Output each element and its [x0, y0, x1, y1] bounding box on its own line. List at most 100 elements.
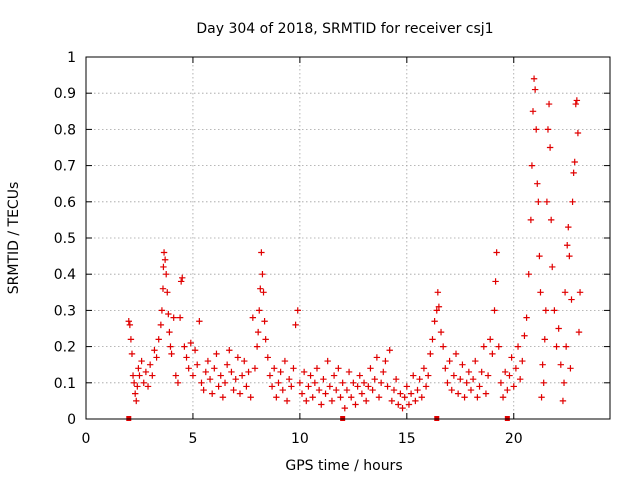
data-point — [367, 365, 374, 372]
data-point — [463, 379, 470, 386]
data-point — [528, 162, 536, 169]
data-point — [191, 347, 199, 354]
data-point — [384, 383, 391, 390]
data-point — [377, 379, 385, 386]
data-point — [352, 401, 359, 408]
y-tick-label: 0.8 — [54, 122, 76, 138]
y-tick-label: 0.1 — [54, 376, 76, 392]
data-point — [499, 394, 507, 401]
data-point — [208, 390, 216, 397]
data-point — [571, 158, 578, 166]
data-point — [566, 252, 573, 260]
data-point — [564, 242, 571, 249]
data-point — [309, 394, 316, 401]
x-tick-label: 15 — [398, 431, 416, 447]
data-point — [539, 361, 546, 368]
data-point — [491, 307, 498, 314]
y-axis-label: SRMTID / TECUs — [6, 182, 22, 295]
data-point — [330, 372, 338, 379]
data-point — [318, 401, 325, 408]
data-point — [380, 368, 387, 376]
y-tick-label: 0.6 — [54, 195, 76, 211]
data-point — [134, 383, 141, 390]
data-point — [439, 343, 447, 350]
data-point — [569, 198, 576, 205]
data-point — [217, 372, 224, 379]
data-point — [206, 375, 214, 383]
axis-ticks: 00.10.20.30.40.50.60.70.80.910 5 10 15 20 — [54, 50, 610, 447]
data-point — [164, 289, 171, 296]
data-point — [386, 347, 393, 354]
data-point — [487, 336, 494, 343]
y-tick-label: 0.7 — [54, 159, 76, 175]
data-point — [236, 390, 244, 397]
data-point — [506, 372, 513, 379]
data-point — [140, 379, 147, 386]
data-point — [476, 383, 483, 390]
data-point — [373, 354, 381, 361]
data-point — [442, 365, 449, 372]
data-point — [335, 365, 342, 372]
data-point — [504, 386, 511, 394]
data-point — [161, 256, 169, 263]
data-point — [187, 339, 194, 347]
data-point — [534, 180, 541, 187]
data-point — [356, 372, 363, 379]
data-point — [407, 390, 415, 397]
data-point — [350, 379, 357, 386]
data-point — [283, 397, 291, 405]
x-tick-label: 5 — [188, 431, 197, 447]
data-point — [493, 249, 500, 256]
data-point — [397, 390, 404, 397]
data-point — [365, 383, 372, 390]
data-point — [223, 361, 231, 368]
data-point — [196, 318, 203, 325]
data-point — [268, 383, 276, 390]
data-point — [254, 328, 262, 336]
data-point — [288, 383, 295, 390]
data-point — [568, 296, 575, 303]
data-point — [324, 357, 331, 365]
data-point — [261, 318, 268, 325]
data-point — [129, 372, 137, 379]
data-point — [514, 343, 522, 350]
data-point — [253, 343, 261, 350]
data-point — [219, 394, 227, 401]
data-point — [166, 328, 173, 336]
data-point — [221, 379, 229, 386]
x-tick-label: 20 — [505, 431, 523, 447]
data-point — [482, 390, 490, 397]
data-point — [337, 394, 344, 401]
data-point — [519, 357, 526, 365]
data-point — [544, 126, 552, 133]
data-point — [125, 318, 132, 325]
data-point — [198, 379, 205, 386]
data-point — [570, 169, 577, 177]
data-point — [168, 350, 175, 358]
data-point — [502, 368, 509, 376]
data-point — [159, 285, 167, 292]
data-point — [181, 343, 188, 350]
data-point — [296, 379, 304, 386]
data-point — [172, 372, 180, 379]
data-point — [311, 379, 319, 386]
data-point — [136, 372, 143, 379]
data-point — [369, 386, 376, 394]
data-point — [213, 350, 220, 358]
data-point — [247, 394, 254, 401]
data-point — [339, 379, 346, 386]
data-point — [392, 375, 400, 383]
data-point — [508, 354, 515, 361]
data-point — [345, 368, 353, 376]
data-point — [230, 386, 237, 394]
data-point — [420, 365, 428, 372]
data-point — [266, 372, 274, 379]
data-point — [484, 372, 492, 379]
data-point — [467, 386, 475, 394]
data-point — [290, 365, 297, 372]
data-point — [326, 383, 334, 390]
data-point — [531, 86, 539, 93]
y-tick-label: 0 — [67, 412, 76, 428]
data-point — [525, 271, 532, 278]
